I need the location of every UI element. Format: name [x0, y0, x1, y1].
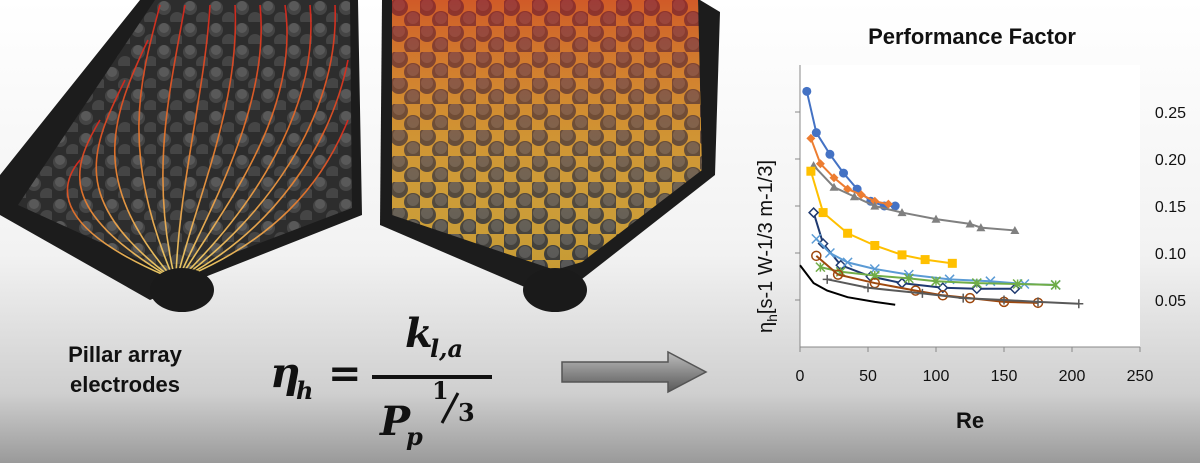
series-10: [799, 264, 896, 306]
data-point: [839, 168, 849, 178]
y-axis-units: [s-1 W-1/3 m-1/3]: [755, 160, 777, 314]
eq-lhs-subscript: h: [296, 376, 313, 405]
data-point: [1010, 225, 1020, 235]
right-arrow-icon: [561, 350, 708, 394]
data-point: [843, 184, 853, 194]
data-point: [832, 269, 844, 280]
data-point: [920, 255, 930, 265]
eq-exponent-slash: [440, 392, 460, 424]
caption-line-1: Pillar array: [68, 342, 182, 367]
y-tick-label: 0.25: [1155, 105, 1186, 122]
eq-exponent-numerator: 1: [432, 376, 449, 405]
eq-denominator-subscript: p: [406, 422, 423, 451]
x-tick-label: 150: [991, 368, 1018, 385]
svg-text:ηh[s-1 W-1/3 m-1/3]: ηh[s-1 W-1/3 m-1/3]: [755, 160, 780, 333]
y-axis-subscript: h: [764, 314, 780, 322]
data-point: [870, 240, 880, 250]
data-point: [829, 182, 839, 191]
data-point: [806, 133, 816, 143]
data-point: [1074, 299, 1084, 309]
series-4: [806, 166, 957, 268]
left-electrode-plate: [0, 0, 362, 312]
x-tick-label: 200: [1059, 368, 1086, 385]
eq-equals: =: [328, 350, 362, 397]
data-point: [947, 258, 957, 268]
eq-exponent-denominator: 3: [458, 398, 475, 427]
data-point: [883, 199, 893, 209]
data-point: [829, 173, 839, 183]
data-point: [849, 192, 859, 201]
series-7: [815, 262, 1061, 290]
data-point: [971, 283, 983, 295]
data-point: [958, 293, 968, 303]
series-line: [820, 266, 1056, 286]
x-tick-label: 250: [1127, 368, 1154, 385]
x-tick-label: 100: [923, 368, 950, 385]
data-point: [843, 228, 853, 238]
data-point: [815, 159, 825, 169]
series-9: [822, 274, 1084, 309]
data-point: [824, 247, 835, 259]
data-point: [1012, 278, 1023, 290]
data-point: [999, 295, 1009, 305]
data-point: [822, 274, 832, 284]
data-point: [1050, 279, 1061, 290]
data-point: [811, 128, 821, 138]
pillar-array-illustration: [0, 0, 720, 312]
data-point: [802, 86, 812, 96]
y-tick-label: 0.15: [1155, 199, 1186, 216]
data-point: [917, 288, 927, 298]
plot-area: [800, 65, 1140, 347]
data-point: [971, 278, 982, 289]
data-point: [930, 276, 942, 287]
series-line: [799, 264, 896, 306]
y-axis-symbol: η: [755, 322, 777, 333]
data-point: [1033, 297, 1043, 307]
data-point: [815, 262, 826, 273]
series-3: [809, 161, 1020, 235]
x-axis-label: Re: [956, 408, 984, 433]
y-tick-label: 0.05: [1155, 293, 1186, 310]
series-2: [806, 133, 893, 209]
data-point: [890, 201, 900, 211]
performance-equation: η h = k l,a P p 1 3: [270, 310, 492, 451]
data-point: [818, 208, 828, 218]
data-point: [903, 273, 914, 284]
eq-numerator-symbol: k: [405, 310, 433, 357]
y-tick-label: 0.10: [1155, 246, 1186, 263]
eq-numerator-subscript: l,a: [430, 334, 463, 363]
series-line: [815, 255, 1039, 304]
data-point: [863, 283, 873, 293]
data-point: [931, 214, 941, 223]
x-tick-label: 0: [796, 368, 805, 385]
electrode-caption: Pillar array electrodes: [30, 340, 220, 400]
performance-chart: Performance Factor 0 50 100 150 200 250 0.05 0.…: [755, 24, 1186, 433]
data-point: [856, 190, 866, 200]
right-electrode-plate: [380, 0, 720, 312]
chart-title: Performance Factor: [868, 24, 1076, 49]
data-point: [910, 285, 921, 296]
data-point: [811, 233, 822, 244]
data-point: [965, 219, 975, 228]
data-point: [870, 201, 880, 210]
data-point: [811, 250, 822, 262]
data-point: [897, 208, 907, 217]
series-line: [812, 212, 1015, 290]
data-point: [976, 223, 986, 232]
data-point: [897, 250, 907, 260]
caption-line-2: electrodes: [69, 372, 181, 397]
y-tick-label: 0.20: [1155, 152, 1186, 169]
x-tick-label: 50: [859, 368, 877, 385]
data-point: [842, 257, 853, 268]
eq-denominator-symbol: P: [379, 398, 412, 445]
eq-lhs-symbol: η: [270, 348, 301, 397]
data-point: [806, 166, 816, 176]
data-point: [825, 149, 835, 159]
data-point: [870, 196, 880, 206]
data-point: [808, 207, 820, 219]
y-axis-label: ηh[s-1 W-1/3 m-1/3]: [755, 160, 780, 333]
